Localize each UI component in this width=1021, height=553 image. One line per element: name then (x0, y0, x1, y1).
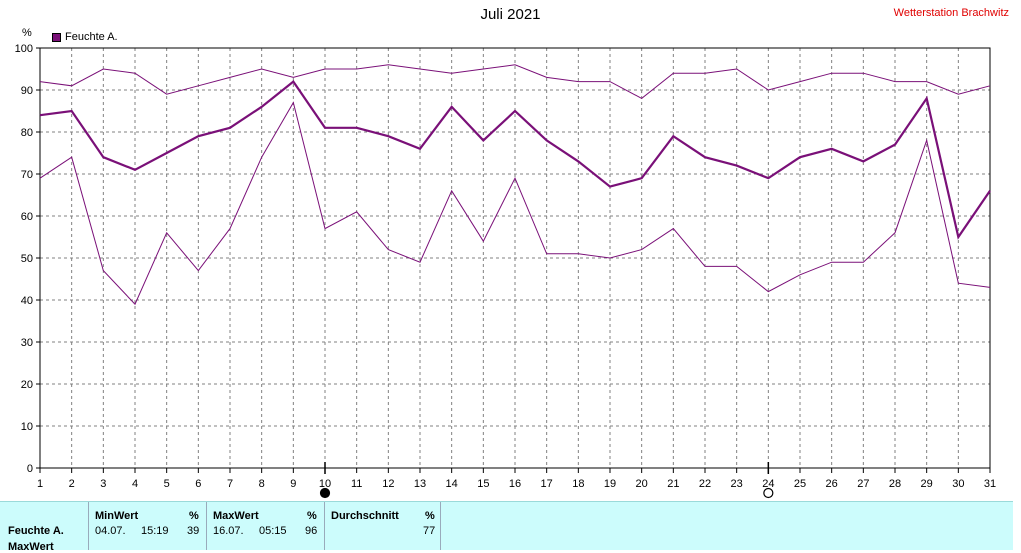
y-tick-label: 0 (27, 463, 33, 475)
y-tick-label: 30 (21, 337, 33, 349)
avg-header: Durchschnitt (331, 510, 399, 522)
y-tick-label: 100 (15, 43, 33, 55)
series-line-min (39, 101, 991, 306)
row-label-2: MaxWert (8, 541, 54, 553)
max-column: MaxWert % 16.07. 05:15 96 (206, 502, 325, 550)
avg-unit: % (425, 510, 435, 522)
x-tick-label: 20 (636, 478, 648, 490)
y-tick-label: 90 (21, 85, 33, 97)
x-tick-label: 2 (69, 478, 75, 490)
marker-filled (319, 487, 331, 499)
x-tick-label: 9 (290, 478, 296, 490)
panel-divider (440, 502, 442, 550)
min-time: 15:19 (141, 525, 169, 537)
marker-open (763, 487, 774, 499)
series-line-max (39, 64, 991, 99)
y-tick-label: 50 (21, 253, 33, 265)
min-date: 04.07. (95, 525, 126, 537)
series-line-avg (39, 80, 991, 240)
x-tick-label: 8 (259, 478, 265, 490)
stats-panel: Feuchte A. MaxWert MinWert % 04.07. 15:1… (0, 501, 1013, 553)
x-tick-label: 14 (446, 478, 458, 490)
avg-value: 77 (423, 525, 436, 537)
y-tick-label: 10 (21, 421, 33, 433)
x-tick-label: 27 (857, 478, 869, 490)
max-unit: % (307, 510, 317, 522)
x-tick-label: 19 (604, 478, 616, 490)
x-tick-label: 7 (227, 478, 233, 490)
max-value: 96 (305, 525, 318, 537)
y-tick-label: 80 (21, 127, 33, 139)
x-tick-label: 30 (952, 478, 964, 490)
x-tick-label: 17 (541, 478, 553, 490)
min-unit: % (189, 510, 199, 522)
x-tick-label: 15 (477, 478, 489, 490)
x-tick-label: 16 (509, 478, 521, 490)
chart-title: Juli 2021 (480, 6, 541, 23)
y-tick-label: 70 (21, 169, 33, 181)
x-tick-label: 28 (889, 478, 901, 490)
min-header: MinWert (95, 510, 139, 522)
plot-frame (39, 47, 991, 469)
x-tick-label: 23 (731, 478, 743, 490)
x-tick-label: 26 (826, 478, 838, 490)
x-tick-label: 11 (351, 478, 362, 490)
humidity-chart: 1 2 3 4 5 6 7 8 9 10 11 12 13 14 15 16 17 18 19 20 21 22 23 24 2… (15, 43, 996, 499)
x-tick-label: 29 (921, 478, 933, 490)
legend-swatch (52, 32, 61, 42)
x-tick-label: 25 (794, 478, 806, 490)
x-tick-label: 3 (100, 478, 106, 490)
x-tick-label: 24 (762, 478, 774, 490)
y-tick-label: 40 (21, 295, 33, 307)
x-tick-label: 22 (699, 478, 711, 490)
min-column: MinWert % 04.07. 15:19 39 (88, 502, 207, 550)
x-tick-label: 5 (164, 478, 170, 490)
row-label: Feuchte A. (8, 525, 64, 537)
x-tick-label: 18 (572, 478, 584, 490)
y-unit-label: % (22, 27, 32, 39)
legend-label: Feuchte A. (65, 31, 118, 43)
x-tick-label: 1 (37, 478, 43, 490)
y-tick-label: 20 (21, 379, 33, 391)
max-date: 16.07. (213, 525, 244, 537)
min-value: 39 (187, 525, 200, 537)
x-tick-label: 21 (667, 478, 679, 490)
x-tick-label: 13 (414, 478, 426, 490)
max-time: 05:15 (259, 525, 287, 537)
x-tick-label: 31 (984, 478, 996, 490)
avg-column: Durchschnitt % 77 (324, 502, 441, 550)
x-tick-label: 10 (319, 478, 331, 490)
x-tick-label: 6 (195, 478, 201, 490)
x-tick-label: 12 (382, 478, 394, 490)
station-name: Wetterstation Brachwitz (893, 7, 1009, 19)
legend: Feuchte A. (52, 31, 118, 43)
x-tick-label: 4 (132, 478, 138, 490)
max-header: MaxWert (213, 510, 259, 522)
y-tick-label: 60 (21, 211, 33, 223)
